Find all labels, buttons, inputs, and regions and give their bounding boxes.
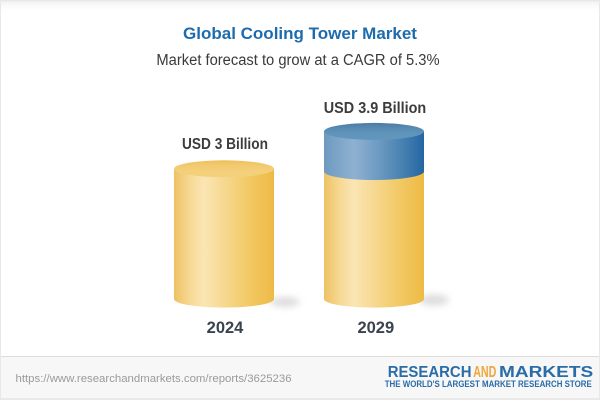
svg-text:AND: AND [473, 364, 496, 381]
svg-text:THE WORLD'S LARGEST MARKET RES: THE WORLD'S LARGEST MARKET RESEARCH STOR… [385, 379, 593, 390]
svg-text:RESEARCH: RESEARCH [388, 364, 472, 381]
svg-text:MARKETS: MARKETS [499, 364, 594, 381]
